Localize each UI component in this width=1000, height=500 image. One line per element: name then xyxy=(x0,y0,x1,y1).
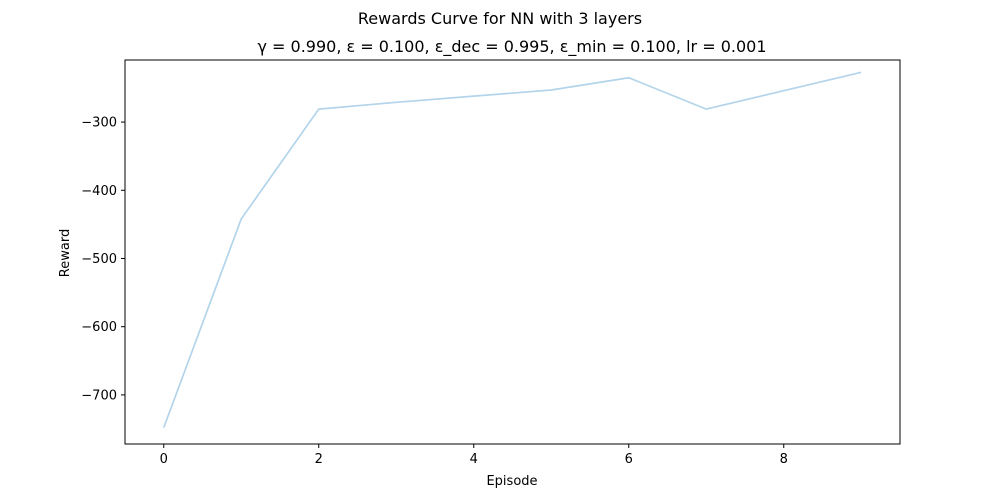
x-tick-label: 0 xyxy=(160,452,168,467)
x-axis: 0 2 4 6 8 xyxy=(160,444,788,467)
reward-series-line xyxy=(162,71,862,428)
y-tick-label: −700 xyxy=(81,388,117,403)
y-tick-label: −500 xyxy=(81,252,117,267)
y-tick-label: −400 xyxy=(81,184,117,199)
x-tick-label: 8 xyxy=(780,452,788,467)
x-tick-label: 4 xyxy=(470,452,478,467)
chart-title: γ = 0.990, ε = 0.100, ε_dec = 0.995, ε_m… xyxy=(257,37,766,57)
x-axis-label: Episode xyxy=(486,474,537,489)
y-axis: −700 −600 −500 −400 −300 xyxy=(81,116,125,403)
x-tick-label: 6 xyxy=(625,452,633,467)
y-tick-label: −600 xyxy=(81,320,117,335)
chart-suptitle: Rewards Curve for NN with 3 layers xyxy=(358,9,642,28)
plot-area: 0 2 4 6 8 −700 −600 −500 −400 −300 xyxy=(81,59,901,467)
y-axis-label: Reward xyxy=(58,229,73,277)
y-tick-label: −300 xyxy=(81,116,117,131)
x-tick-label: 2 xyxy=(315,452,323,467)
plot-frame xyxy=(124,59,901,445)
series-layer xyxy=(162,71,862,428)
